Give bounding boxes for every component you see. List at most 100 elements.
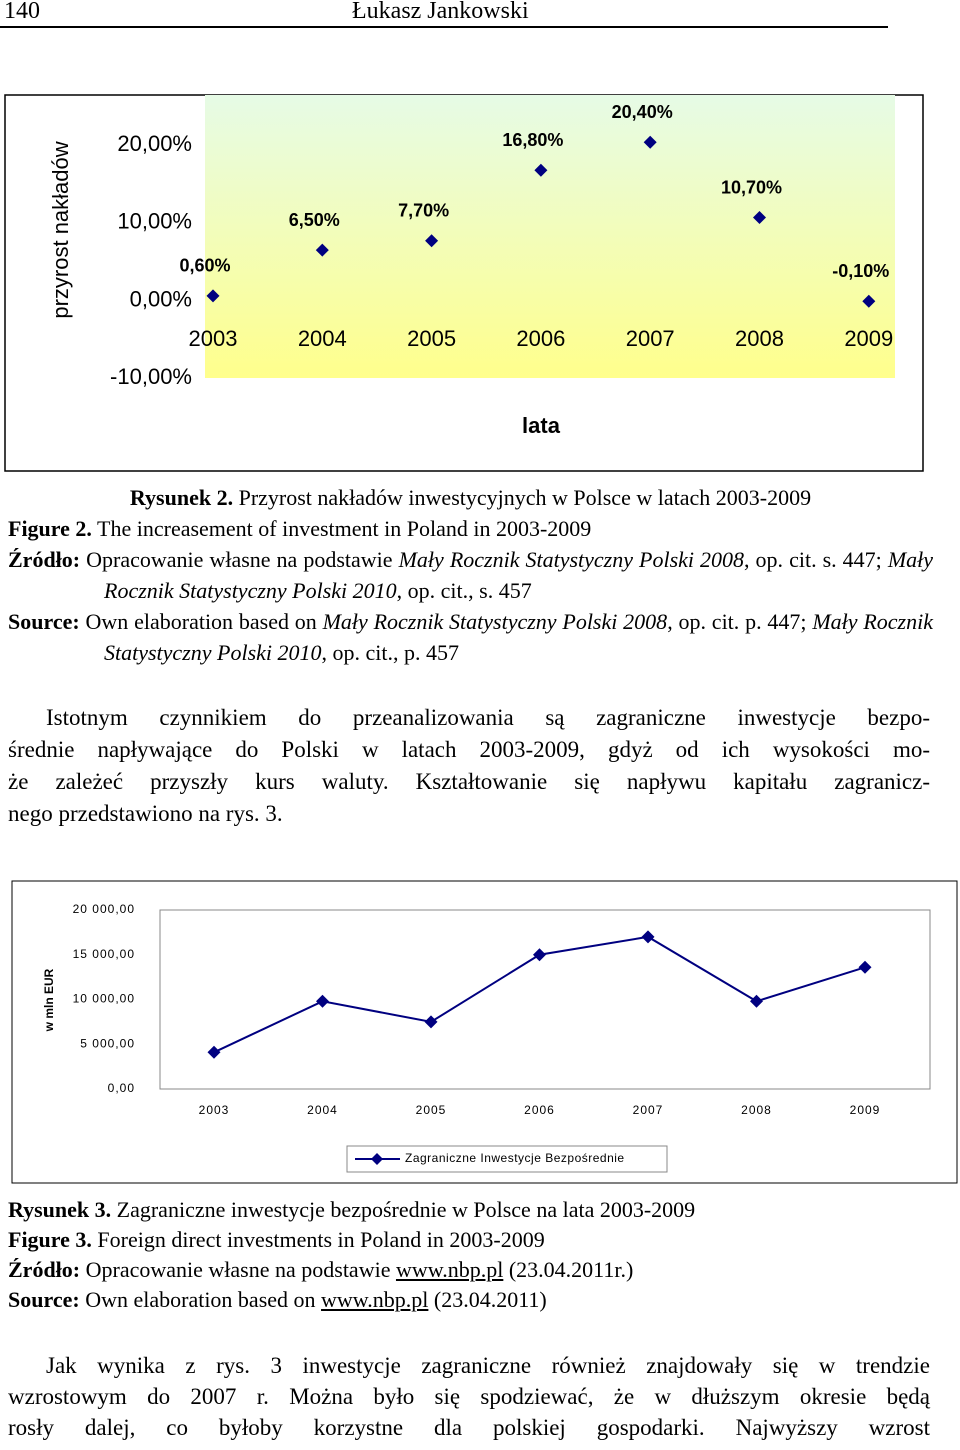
chart-growth: -10,00% 0,00% 10,00% 20,00% 2003 2004 2005 2006…: [4, 94, 924, 472]
y-tick-label: -10,00%: [110, 364, 192, 389]
label: Rysunek 2.: [129, 485, 234, 510]
caption-line: Figure 3. Foreign direct investments in …: [8, 1225, 933, 1255]
x-tick-label: 2008: [741, 1103, 772, 1117]
data-label: 20,40%: [612, 102, 673, 122]
x-tick-label: 2005: [416, 1103, 447, 1117]
label: Figure 3.: [8, 1227, 92, 1252]
x-tick-label: 2005: [407, 326, 456, 351]
marker: [315, 243, 329, 257]
y-tick-label: 0,00%: [130, 286, 192, 311]
data-label: 10,70%: [721, 177, 782, 197]
data-label: 7,70%: [398, 201, 449, 221]
title: Zagraniczne inwestycje bezpośrednie w Po…: [116, 1197, 696, 1222]
text: Mały Rocznik Statystyczny Polski 2010: [104, 609, 933, 665]
marker: [206, 289, 220, 303]
text-line: wzrostowym do 2007 r. Można było się spo…: [8, 1384, 930, 1409]
y-tick-label: 10,00%: [117, 209, 192, 234]
y-tick-label: 5 000,00: [80, 1036, 135, 1050]
text-line: Jak wynika z rys. 3 inwestycje zagranicz…: [46, 1353, 930, 1378]
x-tick-label: 2004: [307, 1103, 338, 1117]
legend-marker: [371, 1153, 383, 1165]
text-line: rosły dalej, co byłoby korzystne dla pol…: [8, 1415, 930, 1440]
x-tick-label: 2004: [298, 326, 347, 351]
plot-area: [205, 95, 895, 378]
x-tick-label: 2006: [516, 326, 565, 351]
marker: [425, 234, 439, 248]
link[interactable]: www.nbp.pl: [321, 1287, 429, 1312]
text-line: że zależeć przyszły kurs waluty. Kształt…: [8, 769, 930, 794]
text: Opracowanie własne na podstawie: [85, 1257, 391, 1282]
caption-figure-3: Rysunek 3. Zagraniczne inwestycje bezpoś…: [8, 1195, 933, 1315]
text: Mały Rocznik Statystyczny Polski 2008: [322, 609, 668, 634]
legend-label: Zagraniczne Inwestycje Bezpośrednie: [405, 1151, 625, 1165]
y-tick-label: 20 000,00: [73, 902, 135, 916]
x-tick-label: 2003: [189, 326, 238, 351]
caption-line: Figure 2. The increasement of investment…: [8, 513, 933, 544]
label: Source:: [8, 1287, 80, 1312]
text: , op. cit., p. 457: [321, 640, 460, 665]
text-line: nego przedstawiono na rys. 3.: [8, 801, 283, 826]
caption-line: Rysunek 3. Zagraniczne inwestycje bezpoś…: [8, 1195, 933, 1225]
text: , op. cit. p. 447;: [667, 609, 807, 634]
link[interactable]: www.nbp.pl: [395, 1257, 504, 1282]
chart-frame: [11, 880, 958, 1184]
marker: [858, 960, 872, 974]
label: Źródło:: [8, 547, 81, 572]
text: Opracowanie własne na podstawie: [86, 547, 393, 572]
x-tick-label: 2008: [735, 326, 784, 351]
caption-figure-2: Rysunek 2. Przyrost nakładów inwestycyjn…: [8, 482, 933, 668]
caption-source: Źródło: Opracowanie własne na podstawie …: [8, 544, 933, 606]
x-tick-label: 2003: [199, 1103, 230, 1117]
data-label: 16,80%: [502, 130, 563, 150]
y-tick-label: 15 000,00: [73, 947, 135, 961]
chart-fdi: 0,00 5 000,00 10 000,00 15 000,00 20 000,00 2…: [11, 880, 958, 1184]
legend-box: [346, 1145, 668, 1173]
marker: [750, 994, 763, 1008]
y-tick-label: 10 000,00: [73, 992, 135, 1006]
text: (23.04.2011r.): [508, 1257, 634, 1282]
text-line: średnie napływające do Polski w latach 2…: [8, 737, 930, 762]
data-label: -0,10%: [832, 261, 889, 281]
title: Przyrost nakładów inwestycyjnych w Polsc…: [238, 485, 812, 510]
x-tick-label: 2007: [633, 1103, 664, 1117]
title: Foreign direct investments in Poland in …: [97, 1227, 545, 1252]
text: (23.04.2011): [433, 1287, 547, 1312]
label: Rysunek 3.: [8, 1197, 112, 1222]
text: , op. cit. s. 447;: [744, 547, 882, 572]
x-axis-title: lata: [522, 413, 561, 438]
y-tick-label: 20,00%: [117, 131, 192, 156]
marker: [753, 211, 766, 225]
x-tick-label: 2009: [850, 1103, 881, 1117]
running-header: 140 Łukasz Jankowski: [0, 0, 888, 28]
label: Figure 2.: [8, 516, 92, 541]
caption-line: Rysunek 2. Przyrost nakładów inwestycyjn…: [8, 482, 933, 513]
paragraph: Istotnym czynnikiem do przeanalizowania …: [8, 702, 930, 830]
text: Own elaboration based on: [85, 1287, 316, 1312]
text: Mały Rocznik Statystyczny Polski 2010: [104, 547, 934, 603]
caption-source: Źródło: Opracowanie własne na podstawie …: [8, 1255, 933, 1285]
x-tick-label: 2006: [524, 1103, 555, 1117]
text: Own elaboration based on: [85, 609, 317, 634]
marker: [316, 994, 329, 1008]
label: Source:: [8, 609, 80, 634]
y-axis-title: w mln EUR: [42, 968, 56, 1032]
text-line: Istotnym czynnikiem do przeanalizowania …: [46, 705, 930, 730]
plot-area: [159, 909, 931, 1090]
text: , op. cit., s. 457: [396, 578, 532, 603]
marker: [643, 135, 657, 149]
marker: [534, 163, 548, 177]
text: Mały Rocznik Statystyczny Polski 2008: [398, 547, 745, 572]
x-tick-label: 2007: [626, 326, 675, 351]
marker: [862, 294, 876, 308]
label: Źródło:: [8, 1257, 81, 1282]
marker: [533, 948, 546, 962]
marker: [207, 1045, 221, 1059]
paragraph: Jak wynika z rys. 3 inwestycje zagranicz…: [8, 1350, 930, 1443]
marker: [641, 930, 655, 944]
y-axis-title: przyrost nakładów: [48, 141, 73, 318]
caption-source: Source: Own elaboration based on www.nbp…: [8, 1285, 933, 1315]
marker: [424, 1015, 438, 1029]
page-number: 140: [4, 0, 40, 24]
x-tick-label: 2009: [844, 326, 893, 351]
